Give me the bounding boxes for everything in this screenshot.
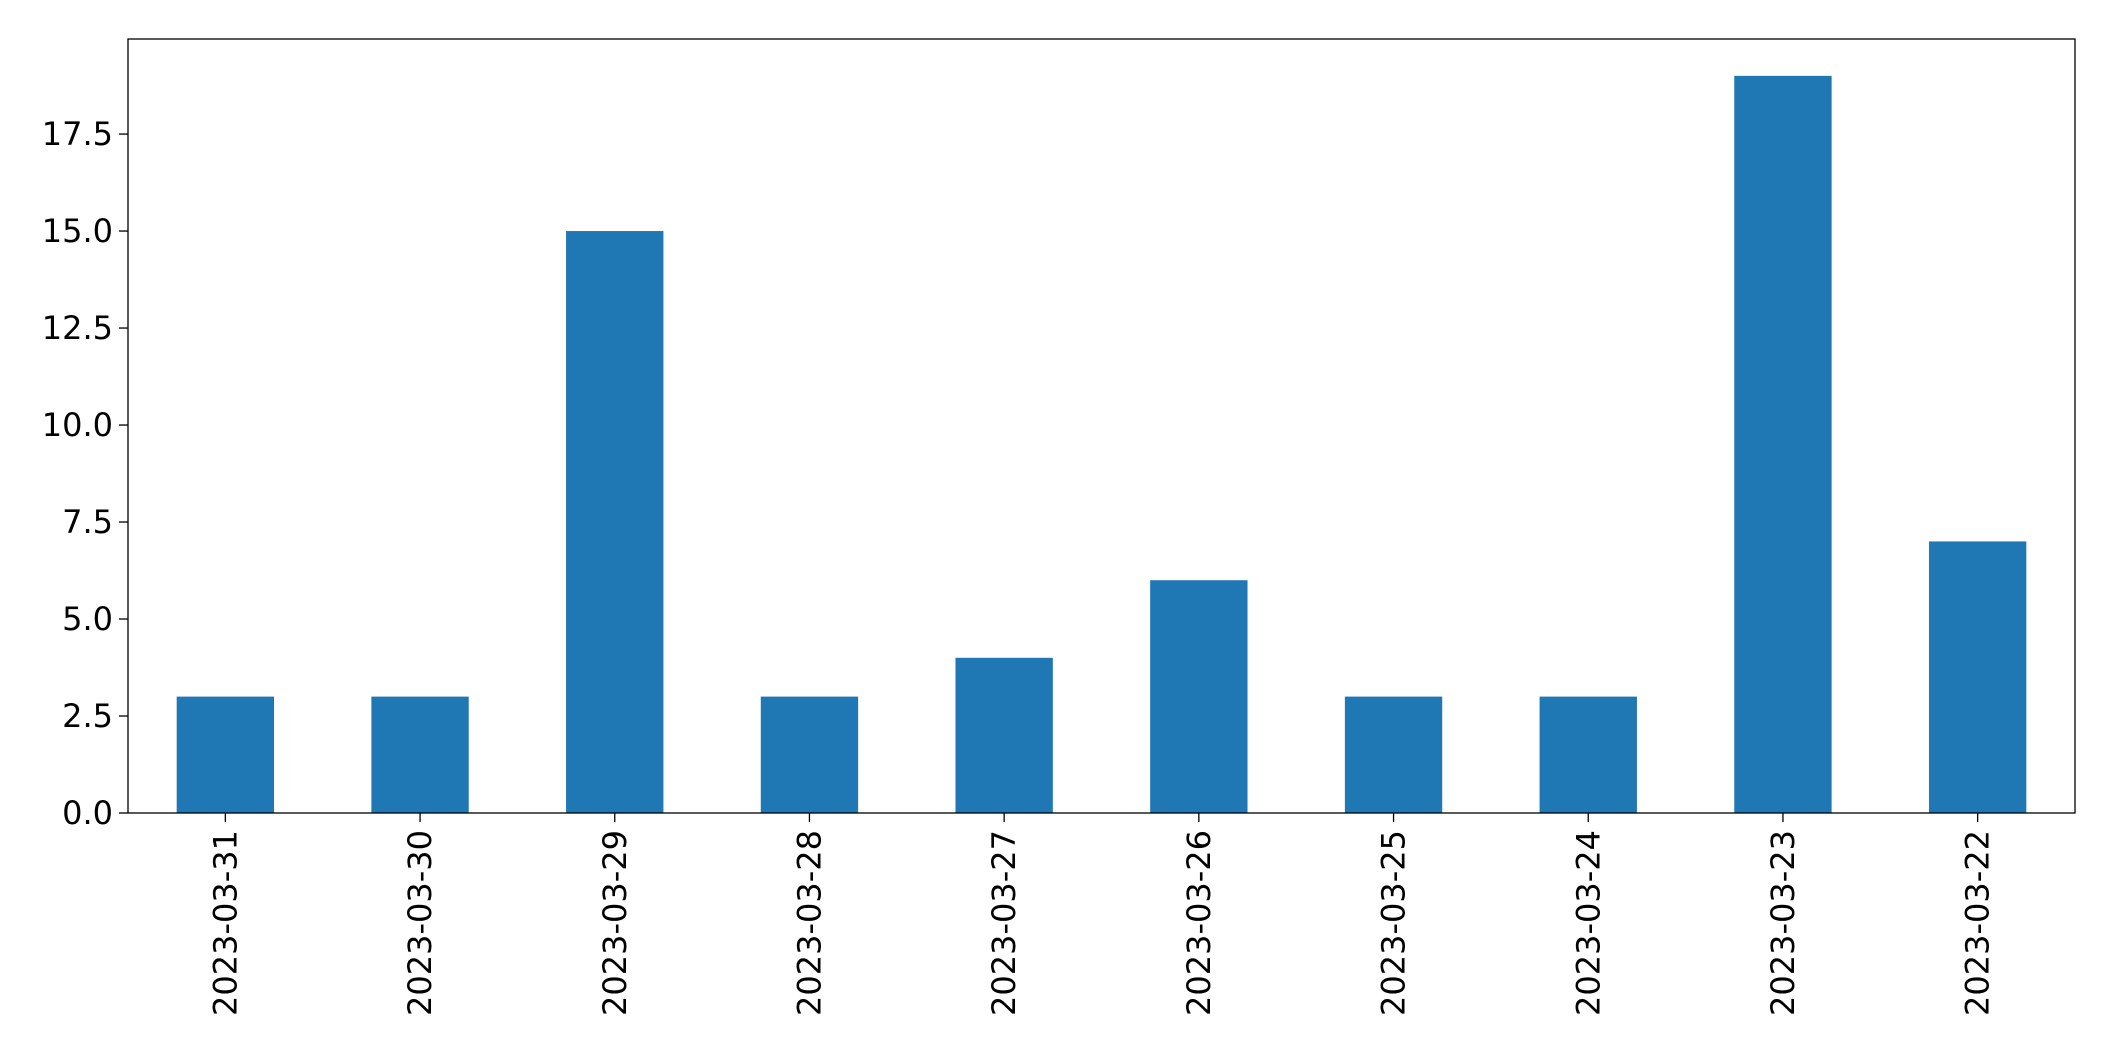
bar [566,231,664,814]
y-tick-label: 17.5 [42,115,113,153]
y-tick-label: 10.0 [42,406,113,444]
bar [760,696,859,813]
bar [371,696,469,813]
y-tick-label: 2.5 [62,697,113,735]
x-tick-label: 2023-03-25 [1375,830,1413,1016]
bar [1344,696,1443,813]
x-tick-label: 2023-03-24 [1569,830,1607,1016]
bar [1734,75,1832,814]
plot-frame [127,38,2076,814]
x-tick-label: 2023-03-28 [790,830,828,1016]
y-tick-label: 12.5 [42,309,113,347]
y-tick-label: 7.5 [62,503,113,541]
bar [955,657,1053,813]
x-tick-label: 2023-03-30 [401,830,439,1016]
x-tick-label: 2023-03-26 [1180,830,1218,1016]
x-tick-label: 2023-03-23 [1764,830,1802,1016]
x-tick-label: 2023-03-31 [206,830,244,1016]
bar [176,696,275,813]
y-tick-label: 15.0 [42,212,113,250]
x-tick-label: 2023-03-22 [1959,830,1997,1016]
y-tick-label: 0.0 [62,794,113,832]
x-tick-label: 2023-03-27 [985,830,1023,1016]
bar [1150,580,1248,813]
bar [1539,696,1637,813]
x-tick-label: 2023-03-29 [596,830,634,1016]
y-tick-label: 5.0 [62,600,113,638]
bar [1928,541,2027,813]
